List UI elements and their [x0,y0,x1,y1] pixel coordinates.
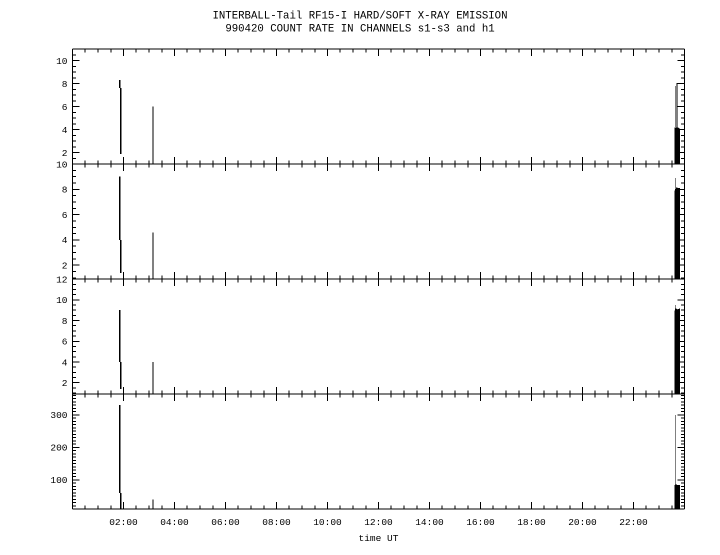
svg-text:2: 2 [62,148,68,159]
svg-text:990420 COUNT RATE IN CHANNELS: 990420 COUNT RATE IN CHANNELS s1-s3 and … [225,24,494,36]
svg-text:2: 2 [62,261,68,272]
svg-text:12: 12 [56,274,68,285]
svg-text:14:00: 14:00 [415,517,444,528]
svg-text:8: 8 [62,185,68,196]
svg-text:10: 10 [56,159,68,170]
svg-text:10:00: 10:00 [313,517,342,528]
svg-text:10: 10 [56,56,68,67]
svg-text:4: 4 [62,357,68,368]
svg-text:6: 6 [62,210,68,221]
svg-text:08:00: 08:00 [262,517,291,528]
svg-text:INTERBALL-Tail RF15-I HARD/SOF: INTERBALL-Tail RF15-I HARD/SOFT X-RAY EM… [212,11,507,23]
svg-text:04:00: 04:00 [160,517,189,528]
svg-text:20:00: 20:00 [568,517,597,528]
svg-text:2: 2 [62,378,68,389]
svg-text:06:00: 06:00 [211,517,240,528]
svg-text:10: 10 [56,295,68,306]
svg-text:02:00: 02:00 [109,517,138,528]
svg-text:6: 6 [62,337,68,348]
svg-text:18:00: 18:00 [517,517,546,528]
svg-text:100: 100 [50,475,67,486]
svg-text:16:00: 16:00 [466,517,495,528]
svg-text:300: 300 [50,410,67,421]
svg-text:12:00: 12:00 [364,517,393,528]
svg-text:4: 4 [62,235,68,246]
svg-text:22:00: 22:00 [619,517,648,528]
svg-text:4: 4 [62,125,68,136]
svg-text:time UT: time UT [359,533,399,544]
svg-text:8: 8 [62,79,68,90]
svg-text:200: 200 [50,443,67,454]
svg-text:8: 8 [62,316,68,327]
svg-text:6: 6 [62,102,68,113]
